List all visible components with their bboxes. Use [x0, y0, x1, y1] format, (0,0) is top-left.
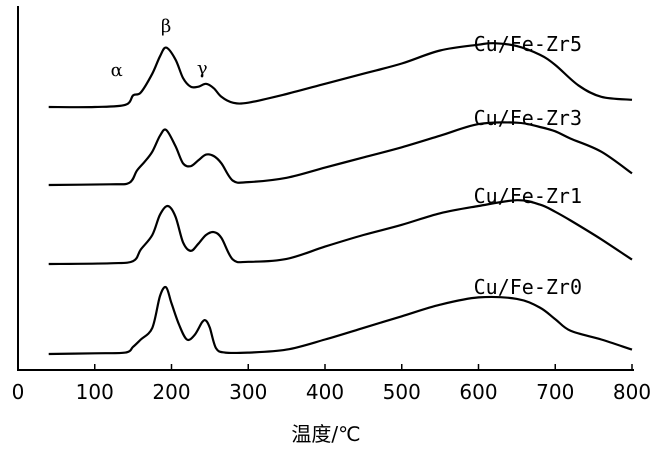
x-tick-label: 200 [152, 380, 190, 404]
peak-label: β [161, 16, 171, 37]
x-tick-label: 300 [229, 380, 267, 404]
series-label: Cu/Fe-Zr0 [474, 275, 582, 299]
series-line-4 [48, 285, 633, 356]
peak-labels: α β γ [111, 16, 208, 81]
series-label: Cu/Fe-Zr1 [474, 184, 582, 208]
peak-label: α [111, 60, 123, 81]
x-tick-label: 800 [613, 380, 651, 404]
series-curves [48, 42, 633, 356]
x-axis-label: 温度/℃ [291, 422, 360, 446]
x-tick-label: 500 [383, 380, 421, 404]
series-labels: Cu/Fe-Zr5 Cu/Fe-Zr3 Cu/Fe-Zr1 Cu/Fe-Zr0 [474, 32, 582, 299]
series-line-2 [48, 121, 633, 187]
x-tick-label: 100 [76, 380, 114, 404]
x-tick-label: 700 [536, 380, 574, 404]
series-line-3 [48, 199, 633, 266]
x-tick-label: 0 [12, 380, 25, 404]
series-label: Cu/Fe-Zr5 [474, 32, 582, 56]
x-ticks: 0 100 200 300 400 500 600 700 800 [12, 364, 651, 404]
x-tick-label: 600 [459, 380, 497, 404]
x-tick-label: 400 [306, 380, 344, 404]
series-line-1 [48, 42, 633, 109]
peak-label: γ [197, 58, 208, 79]
series-label: Cu/Fe-Zr3 [474, 106, 582, 130]
